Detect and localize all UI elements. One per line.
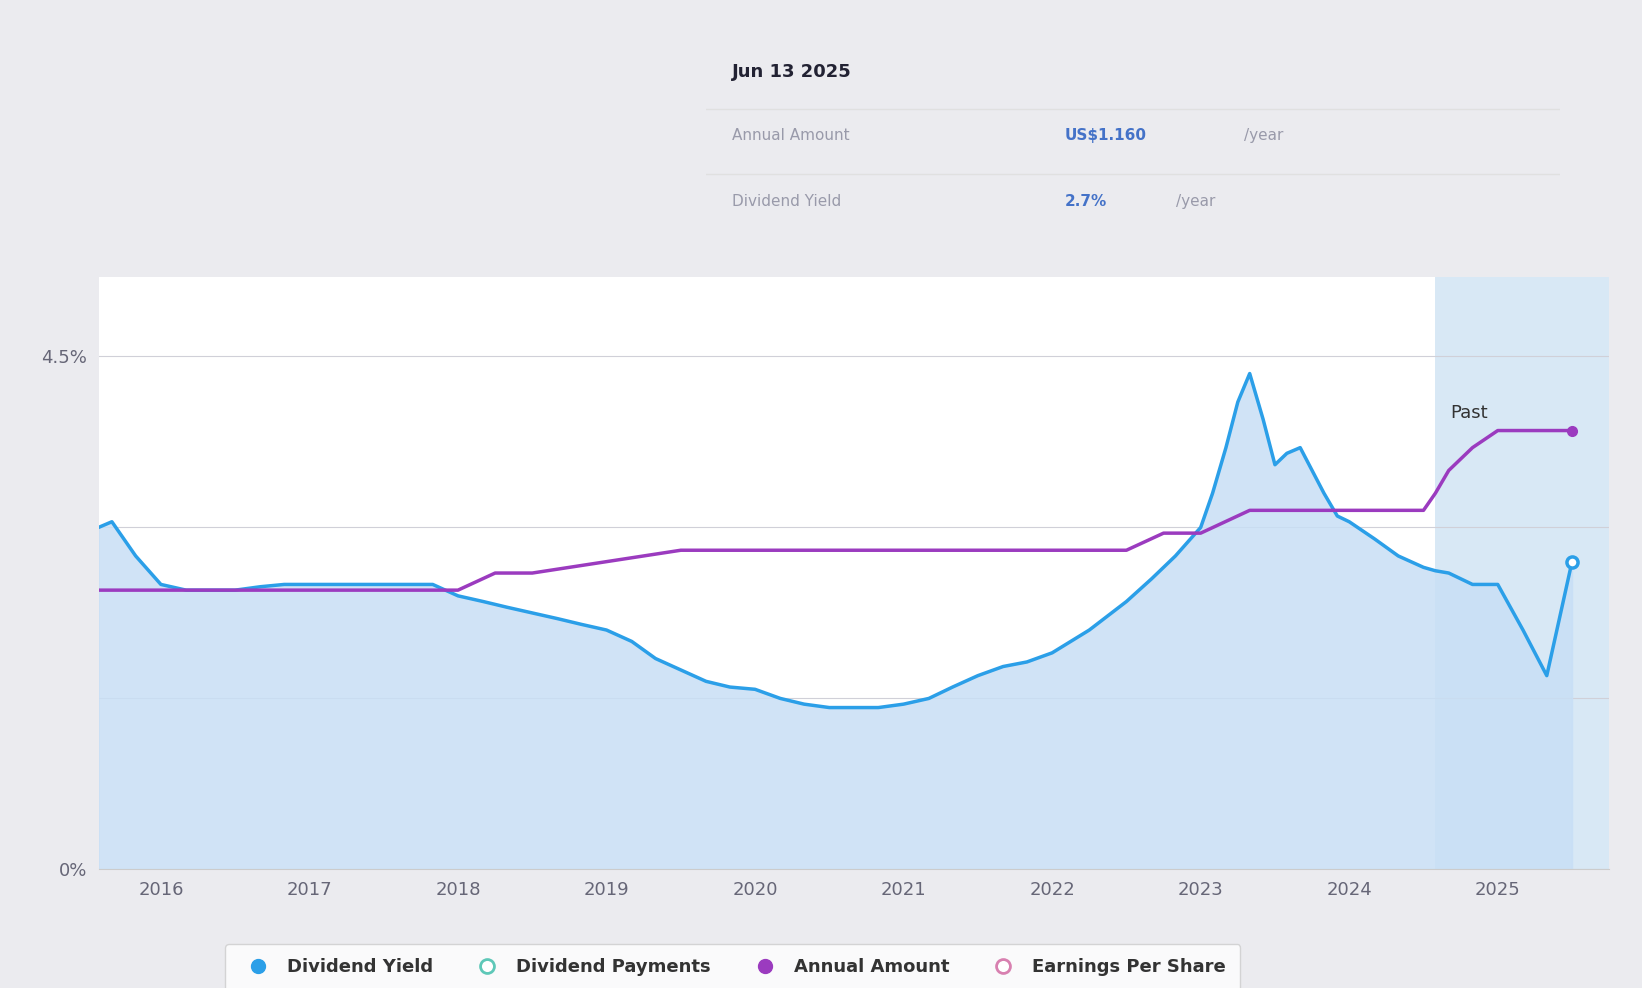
Text: Dividend Yield: Dividend Yield bbox=[732, 194, 841, 208]
Text: US$1.160: US$1.160 bbox=[1064, 128, 1146, 143]
Bar bbox=[1435, 277, 1609, 869]
Text: /year: /year bbox=[1176, 194, 1215, 208]
Text: Annual Amount: Annual Amount bbox=[732, 128, 849, 143]
Text: /year: /year bbox=[1245, 128, 1284, 143]
Legend: Dividend Yield, Dividend Payments, Annual Amount, Earnings Per Share: Dividend Yield, Dividend Payments, Annua… bbox=[225, 944, 1240, 988]
Text: Jun 13 2025: Jun 13 2025 bbox=[732, 63, 852, 81]
Text: 2.7%: 2.7% bbox=[1064, 194, 1107, 208]
Text: Past: Past bbox=[1450, 404, 1488, 423]
